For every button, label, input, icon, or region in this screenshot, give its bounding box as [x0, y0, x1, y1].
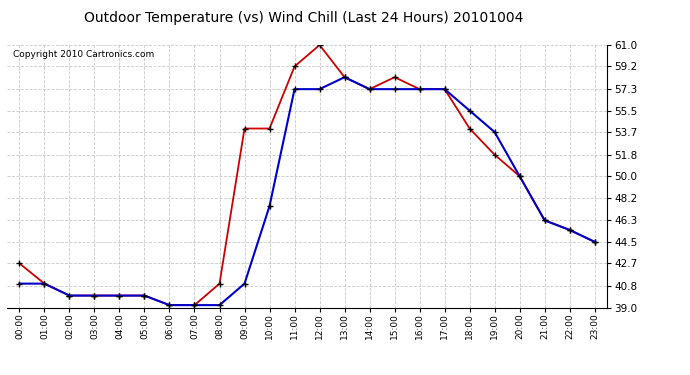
Text: Copyright 2010 Cartronics.com: Copyright 2010 Cartronics.com	[13, 50, 154, 59]
Text: Outdoor Temperature (vs) Wind Chill (Last 24 Hours) 20101004: Outdoor Temperature (vs) Wind Chill (Las…	[84, 11, 523, 25]
